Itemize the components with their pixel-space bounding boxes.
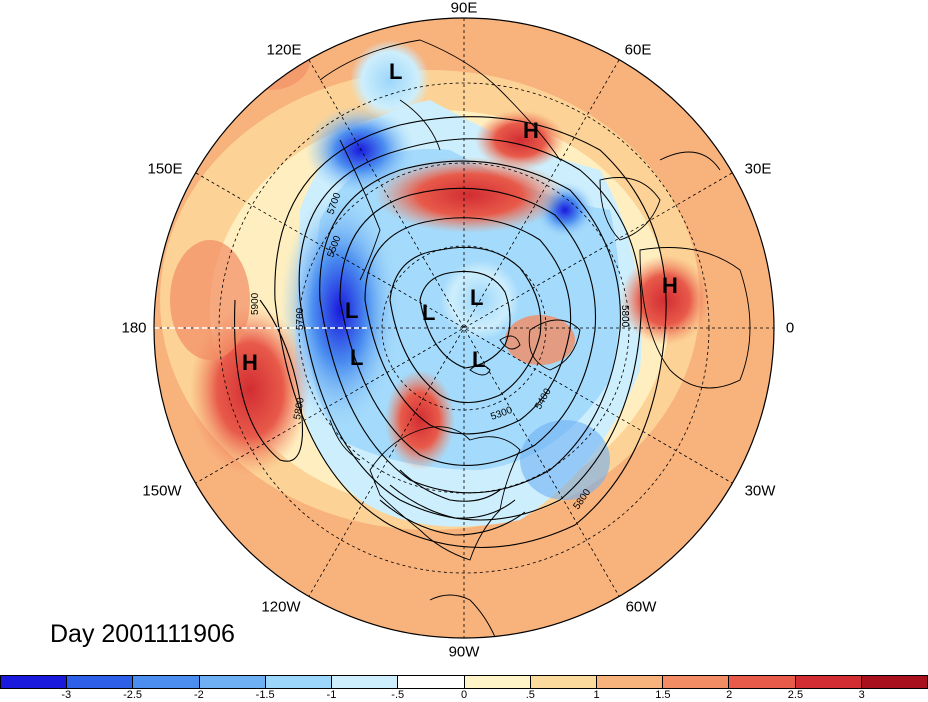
colorbar-tick-label: -2.5 (123, 689, 143, 701)
lon-label-0: 0 (785, 319, 795, 337)
colorbar-swatch (530, 676, 597, 688)
contour-label: 5700 (295, 307, 306, 330)
colorbar-tick-label: -.5 (391, 689, 405, 701)
colorbar-tick-label: 2 (726, 689, 733, 701)
lon-label-120e: 120E (266, 41, 302, 59)
lon-label-30e: 30E (744, 160, 772, 178)
colorbar-tick-label: -1 (326, 689, 337, 701)
lon-label-150w: 150W (142, 482, 182, 500)
map-boundary (153, 17, 775, 639)
colorbar-tick-label: 3 (858, 689, 865, 701)
lon-label-180: 180 (121, 319, 147, 337)
height-contours (234, 116, 667, 548)
day-timestamp-label: Day 2001111906 (50, 620, 235, 648)
colorbar-swatch (67, 676, 134, 688)
colorbar-tick-label: 1 (593, 689, 600, 701)
polar-stereographic-map: 5700 5500 5900 5700 5800 5300 5400 5800 … (153, 17, 775, 639)
low-center-marker: L (350, 345, 363, 370)
lon-label-90e: 90E (450, 0, 478, 17)
contour-label: 5800 (292, 396, 307, 420)
contour-label: 5900 (250, 292, 261, 315)
low-center-marker: L (389, 59, 402, 84)
colorbar-swatch (332, 676, 399, 688)
colorbar-tick-label: 1.5 (655, 689, 671, 701)
contour-label: 5800 (619, 305, 630, 328)
low-center-marker: L (472, 347, 485, 372)
pressure-centers: L H L L L L L L H H (242, 59, 678, 375)
colorbar-swatch (199, 676, 266, 688)
anomaly-field (154, 18, 774, 638)
colorbar-tick-label: 0 (460, 689, 468, 701)
colorbar-swatch (265, 676, 333, 688)
colorbar-swatch (861, 676, 928, 688)
lon-label-120w: 120W (261, 598, 301, 616)
low-center-marker: L (345, 298, 358, 323)
colorbar-tick-label: -1.5 (255, 689, 275, 701)
colorbar-tick-label: .5 (525, 689, 535, 701)
colorbar-swatch (663, 676, 730, 688)
coastlines (319, 39, 751, 638)
colorbar-swatch (795, 676, 862, 688)
colorbar-swatch (133, 676, 200, 688)
high-center-marker: H (662, 273, 678, 298)
low-center-marker: L (422, 300, 435, 325)
colorbar-swatch (729, 676, 796, 688)
lon-label-60e: 60E (624, 41, 652, 59)
colorbar-tick-label: -3 (61, 689, 72, 701)
lon-label-90w: 90W (448, 643, 480, 661)
low-center-marker: L (470, 285, 483, 310)
colorbar (0, 675, 928, 689)
lon-label-30w: 30W (744, 482, 776, 500)
high-center-marker: H (523, 118, 539, 143)
colorbar-tick-label: -2 (193, 689, 204, 701)
colorbar-swatch (1, 676, 68, 688)
colorbar-swatch (596, 676, 664, 688)
colorbar-tick-label: 2.5 (787, 689, 804, 701)
high-center-marker: H (242, 350, 258, 375)
lon-label-60w: 60W (625, 598, 657, 616)
colorbar-swatch (398, 676, 465, 688)
lon-label-150e: 150E (147, 160, 183, 178)
colorbar-swatch (464, 676, 531, 688)
